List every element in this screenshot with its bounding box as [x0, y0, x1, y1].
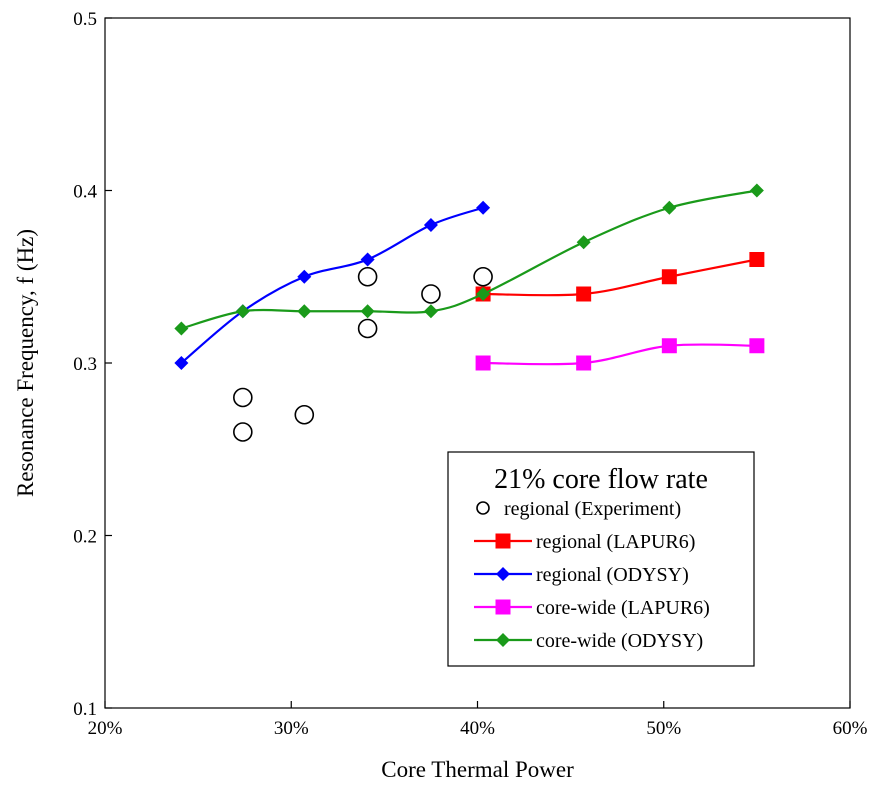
legend-swatch-marker	[496, 633, 510, 647]
legend-swatch-marker	[496, 567, 510, 581]
data-point	[661, 338, 677, 354]
x-tick-label: 20%	[88, 718, 123, 739]
legend-item: core-wide (LAPUR6)	[474, 597, 710, 619]
data-point	[749, 183, 764, 198]
data-point	[662, 200, 677, 215]
data-point	[576, 355, 592, 371]
legend-label: regional (ODYSY)	[536, 564, 689, 586]
data-point	[174, 321, 189, 336]
series-3	[475, 338, 765, 371]
data-point	[421, 284, 441, 304]
legend-label: core-wide (ODYSY)	[536, 630, 703, 652]
data-point	[233, 387, 253, 408]
data-point	[357, 266, 378, 287]
y-tick-label: 0.2	[73, 527, 97, 548]
x-tick-label: 40%	[460, 718, 495, 739]
legend: 21% core flow rate regional (Experiment) r…	[447, 451, 755, 667]
plot-area	[174, 183, 765, 442]
y-tick-label: 0.5	[73, 9, 97, 30]
legend-box	[447, 451, 755, 667]
x-tick-label: 30%	[274, 718, 309, 739]
data-point	[423, 304, 438, 319]
y-tick-label: 0.1	[73, 699, 97, 720]
data-point	[297, 304, 312, 319]
series-line	[180, 206, 484, 364]
data-point	[749, 252, 765, 267]
data-point	[423, 218, 438, 232]
legend-swatch-marker	[495, 599, 511, 615]
series-2	[174, 200, 491, 370]
data-point	[294, 404, 315, 425]
series-1	[475, 252, 765, 302]
series-4	[174, 183, 764, 336]
data-point	[174, 356, 189, 370]
data-point	[235, 304, 250, 319]
legend-swatch-marker	[476, 501, 490, 515]
series-0	[233, 266, 493, 442]
legend-item: regional (ODYSY)	[474, 564, 689, 586]
axes: 20% 30% 40% 50% 60% 0.1 0.2 0.3 0.4 0.5 Core Therm…	[13, 9, 868, 782]
series-line	[483, 343, 757, 366]
x-axis-title: Core Thermal Power	[381, 757, 574, 782]
data-point	[476, 287, 491, 301]
data-point	[576, 235, 591, 250]
series-line	[181, 189, 758, 330]
legend-item: regional (Experiment)	[476, 498, 681, 520]
data-point	[576, 286, 592, 302]
legend-item: core-wide (ODYSY)	[474, 630, 703, 652]
data-point	[749, 338, 765, 354]
legend-item: regional (LAPUR6)	[474, 531, 695, 553]
series-line	[483, 258, 758, 297]
y-tick-label: 0.4	[73, 182, 97, 203]
data-point	[476, 200, 491, 215]
legend-label: regional (LAPUR6)	[536, 531, 695, 553]
x-tick-label: 60%	[833, 718, 868, 739]
data-point	[360, 304, 375, 319]
legend-label: core-wide (LAPUR6)	[536, 597, 710, 619]
data-point	[233, 422, 253, 442]
data-point	[357, 318, 378, 339]
x-tick-label: 50%	[646, 718, 681, 739]
y-axis-title: Resonance Frequency, f (Hz)	[13, 229, 38, 497]
data-point	[473, 266, 493, 287]
data-point	[297, 269, 312, 284]
data-point	[661, 269, 677, 285]
legend-title: 21% core flow rate	[494, 464, 708, 495]
legend-label: regional (Experiment)	[504, 498, 681, 520]
data-point	[475, 355, 491, 371]
legend-swatch-marker	[495, 533, 511, 549]
data-point	[360, 252, 375, 267]
y-tick-label: 0.3	[73, 354, 97, 375]
